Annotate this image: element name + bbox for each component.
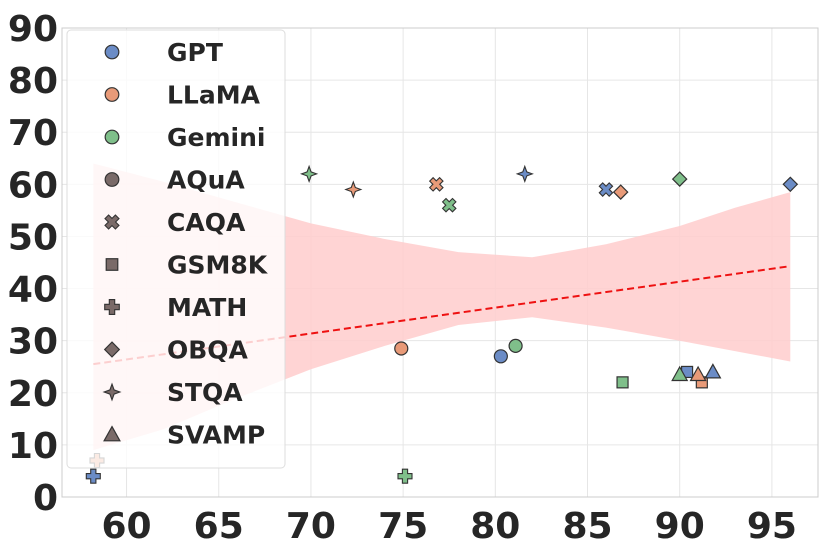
point-gpt-svamp xyxy=(704,363,722,379)
y-tick-label: 50 xyxy=(8,217,58,258)
legend-box xyxy=(66,29,286,469)
x-tick-label: 75 xyxy=(378,506,428,547)
y-tick-label: 70 xyxy=(8,113,58,154)
y-tick-label: 60 xyxy=(8,165,58,206)
legend-label-svamp: SVAMP xyxy=(167,421,265,450)
y-tick-label: 20 xyxy=(8,374,58,415)
x-tick-label: 60 xyxy=(101,506,151,547)
point-gemini-aqua xyxy=(508,338,523,353)
x-tick-label: 65 xyxy=(194,506,244,547)
point-gemini-caqa xyxy=(441,197,457,213)
point-gemini-svamp xyxy=(671,365,689,382)
legend-label-stqa: STQA xyxy=(167,378,243,407)
axis-frame xyxy=(61,27,819,498)
legend-marker-caqa xyxy=(104,214,120,230)
point-gemini-obqa xyxy=(671,171,688,187)
legend-label-aqua: AQuA xyxy=(167,166,245,195)
y-tick-label: 10 xyxy=(8,426,58,467)
point-llama-obqa xyxy=(612,184,629,200)
legend-label-math: MATH xyxy=(167,293,247,322)
point-gpt-aqua xyxy=(493,349,508,364)
legend-marker-llama xyxy=(104,87,120,102)
point-llama-stqa xyxy=(344,180,363,199)
y-tick-label: 40 xyxy=(8,270,58,311)
plot-border xyxy=(61,27,819,498)
legend-marker-obqa xyxy=(103,341,121,358)
y-tick-label: 0 xyxy=(33,478,58,519)
x-tick-label: 95 xyxy=(747,506,797,547)
legend-marker-svamp xyxy=(103,425,121,442)
y-tick-label: 90 xyxy=(8,9,58,50)
legend-label-caqa: CAQA xyxy=(167,208,246,237)
legend-label-obqa: OBQA xyxy=(167,336,249,365)
legend-marker-aqua xyxy=(104,172,120,187)
legend-label-gemini: Gemini xyxy=(167,123,265,152)
legend-marker-gemini xyxy=(104,129,120,145)
legend-marker-math xyxy=(104,299,120,315)
point-gpt-stqa xyxy=(515,164,534,184)
trend-line-segment xyxy=(93,265,791,366)
legend-marker-stqa xyxy=(102,382,122,402)
legend-marker-gpt xyxy=(104,44,120,60)
point-llama-svamp xyxy=(689,365,707,382)
x-tick-label: 85 xyxy=(562,506,612,547)
legend-marker-gsm8k xyxy=(105,258,119,271)
point-llama-caqa xyxy=(428,176,444,192)
point-gpt-math xyxy=(85,468,101,484)
x-tick-labels: 60 65 70 75 80 85 90 95 xyxy=(101,506,796,547)
y-tick-labels: 0 10 20 30 40 50 60 70 80 90 xyxy=(8,9,58,519)
legend-label-llama: LLaMA xyxy=(167,81,261,110)
point-llama-aqua xyxy=(394,341,409,356)
legend-label-gpt: GPT xyxy=(167,38,223,67)
point-gpt-caqa xyxy=(598,182,614,197)
trend-line xyxy=(93,265,791,366)
x-tick-label: 80 xyxy=(470,506,520,547)
data-points xyxy=(85,164,799,484)
x-tick-label: 70 xyxy=(286,506,336,547)
y-tick-label: 30 xyxy=(8,322,58,363)
legend-label-gsm8k: GSM8K xyxy=(167,251,269,280)
y-tick-label: 80 xyxy=(8,61,58,102)
point-gemini-gsm8k xyxy=(616,376,629,389)
x-tick-label: 90 xyxy=(655,506,705,547)
point-gemini-stqa xyxy=(299,164,319,184)
legend: GPT LLaMA Gemini AQuA CAQA GSM8K MATH OBQA STQA S… xyxy=(66,29,286,469)
point-gpt-obqa xyxy=(782,176,799,193)
point-gemini-math xyxy=(397,468,413,484)
